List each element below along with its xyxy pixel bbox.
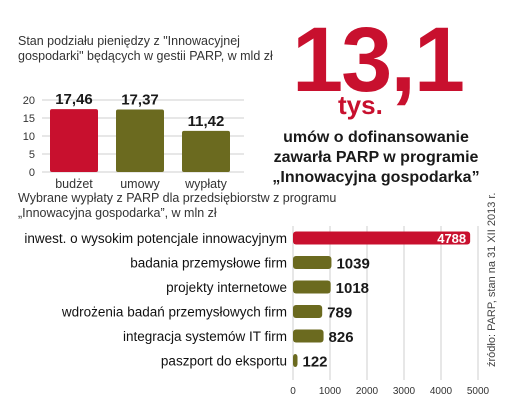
y-tick-label: 15	[23, 113, 35, 125]
bar-budżet	[50, 109, 98, 172]
bar-5	[293, 329, 324, 343]
y-tick-label: 10	[23, 131, 35, 143]
category-label: integracja systemów IT firm	[123, 329, 287, 344]
bar-value-label: 122	[303, 354, 328, 371]
chart2-title: Wybrane wypłaty z PARP dla przedsiębiors…	[18, 191, 337, 220]
category-label: umowy	[120, 177, 160, 191]
bar-2	[293, 256, 332, 269]
x-tick-label: 2000	[356, 386, 379, 397]
x-tick-label: 5000	[467, 386, 490, 397]
category-label: wypłaty	[184, 177, 227, 191]
bar-umowy	[116, 109, 164, 172]
headline-unit: tys.	[338, 90, 383, 120]
bar-wypłaty	[182, 130, 230, 172]
bar-value-label: 826	[329, 329, 354, 346]
category-label: badania przemysłowe firm	[130, 256, 287, 271]
category-label: wdrożenia badań przemysłowych firm	[61, 305, 287, 320]
y-tick-label: 5	[29, 149, 35, 161]
bar-1	[293, 231, 471, 245]
category-label: paszport do eksportu	[161, 354, 287, 369]
category-label: budżet	[55, 177, 93, 191]
bar-value-label: 1018	[336, 280, 369, 297]
y-tick-label: 20	[23, 95, 35, 107]
bar-value-label: 17,37	[121, 91, 159, 108]
bar-value-label: 4788	[437, 231, 466, 246]
category-label: projekty internetowe	[166, 280, 287, 295]
x-tick-label: 1000	[319, 386, 342, 397]
headline-number: 13,1	[292, 9, 465, 111]
bar-value-label: 789	[327, 305, 352, 322]
chart1-title: Stan podziału pieniędzy z "Innowacyjnej …	[18, 34, 273, 63]
x-tick-label: 3000	[393, 386, 416, 397]
category-label: inwest. o wysokim potencjale innowacyjny…	[24, 231, 287, 246]
bar-value-label: 1039	[336, 256, 369, 273]
bar-3	[293, 280, 331, 294]
y-tick-label: 0	[29, 167, 35, 179]
x-tick-label: 4000	[430, 386, 453, 397]
bar-value-label: 11,42	[188, 113, 225, 130]
bar-4	[293, 305, 323, 318]
x-tick-label: 0	[290, 386, 296, 397]
bar-value-label: 17,46	[55, 91, 93, 108]
headline-description: umów o dofinansowanie zawarła PARP w pro…	[272, 129, 480, 186]
bar-6	[293, 354, 298, 367]
